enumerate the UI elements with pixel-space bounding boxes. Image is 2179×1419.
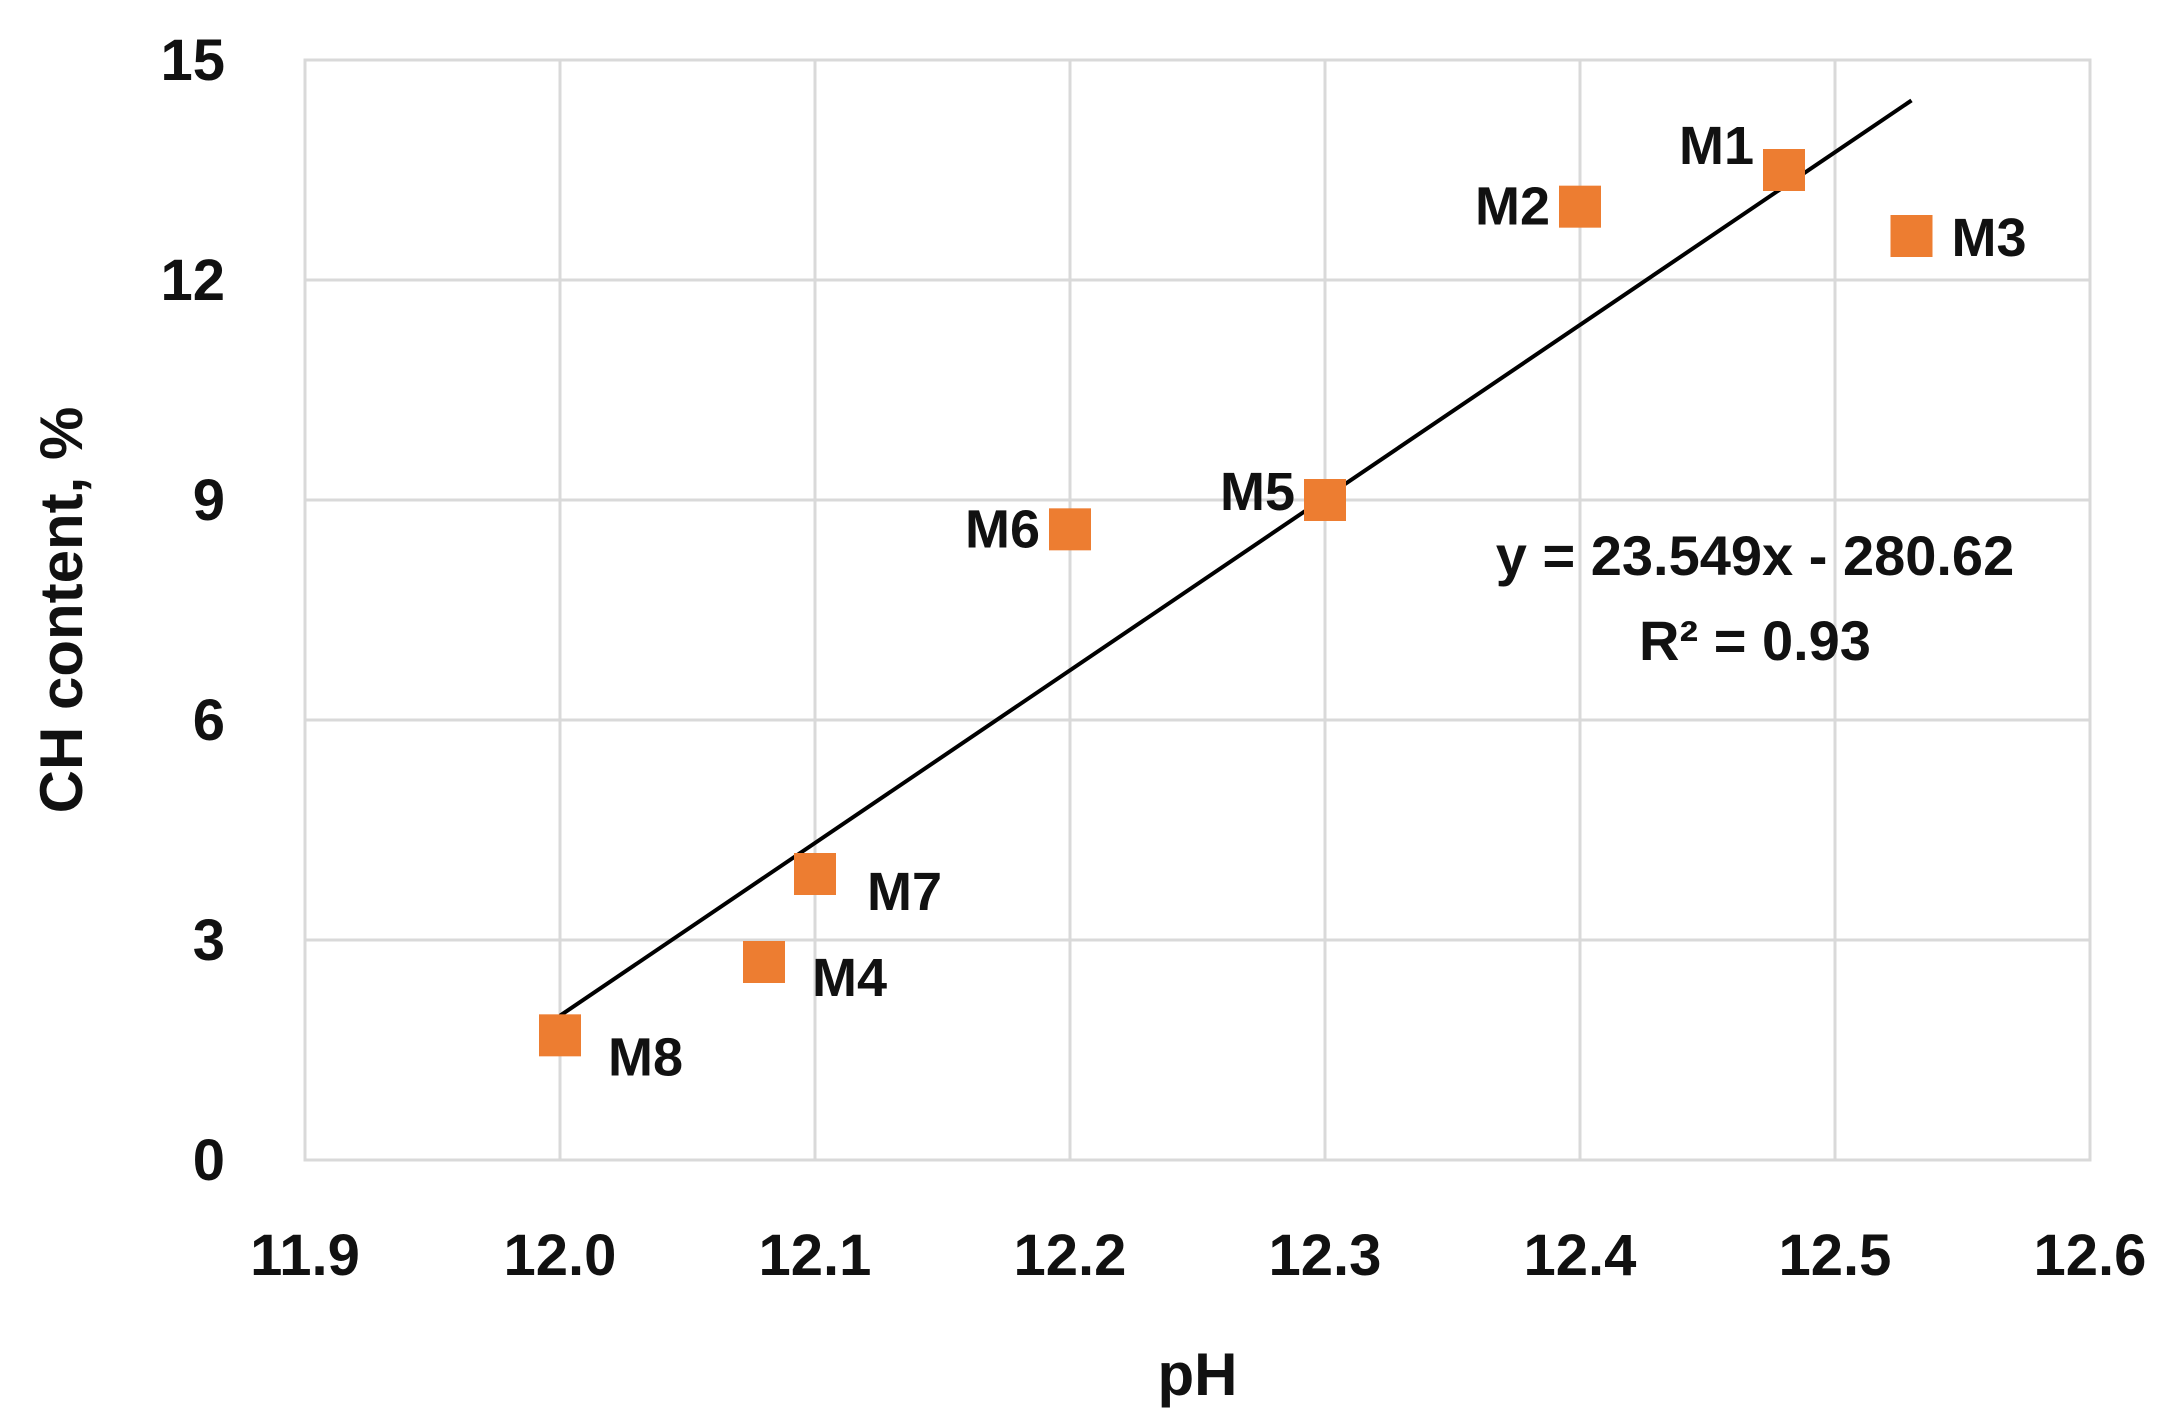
x-tick-label: 11.9 — [250, 1223, 360, 1288]
x-tick-label: 12.3 — [1269, 1223, 1382, 1288]
y-tick-label: 15 — [160, 28, 225, 93]
point-labels: M1 M2 M3 M4 M5 M6 M7 M8 — [608, 116, 2027, 1087]
x-axis-title: pH — [1158, 1341, 1238, 1408]
y-tick-label: 12 — [160, 248, 225, 313]
y-tick-label: 6 — [193, 688, 225, 753]
plot-frame — [303, 58, 2092, 1162]
point-label-m6: M6 — [965, 499, 1040, 559]
point-label-m5: M5 — [1220, 462, 1295, 522]
data-point-m6 — [1049, 508, 1091, 551]
y-axis-title: CH content, % — [28, 407, 95, 814]
data-point-m1 — [1763, 149, 1805, 191]
r-squared-label: R² = 0.93 — [1639, 609, 1871, 672]
x-axis-tick-labels: 11.9 12.0 12.1 12.2 12.3 12.4 12.5 12.6 — [250, 1223, 2146, 1288]
y-tick-label: 3 — [193, 908, 225, 973]
y-axis-tick-labels: 0 3 6 9 12 15 — [160, 28, 225, 1193]
data-point-m7 — [794, 853, 836, 895]
data-point-m3 — [1890, 215, 1933, 257]
data-point-m8 — [539, 1014, 581, 1057]
point-label-m7: M7 — [867, 862, 942, 922]
trendline-equation: y = 23.549x - 280.62 — [1496, 524, 2014, 587]
x-tick-label: 12.4 — [1524, 1223, 1637, 1288]
data-points — [539, 149, 1933, 1057]
data-point-m4 — [743, 941, 785, 983]
data-point-m5 — [1304, 479, 1346, 521]
x-tick-label: 12.6 — [2034, 1223, 2147, 1288]
data-point-m2 — [1559, 185, 1601, 228]
x-tick-label: 12.0 — [504, 1223, 617, 1288]
x-tick-label: 12.2 — [1014, 1223, 1127, 1288]
y-tick-label: 9 — [193, 468, 225, 533]
trendline — [558, 98, 1913, 1018]
x-tick-label: 12.5 — [1779, 1223, 1892, 1288]
point-label-m8: M8 — [608, 1027, 683, 1087]
y-tick-label: 0 — [193, 1128, 225, 1193]
point-label-m4: M4 — [812, 948, 887, 1008]
x-tick-label: 12.1 — [759, 1223, 872, 1288]
point-label-m2: M2 — [1475, 177, 1550, 237]
point-label-m3: M3 — [1952, 208, 2027, 268]
point-label-m1: M1 — [1679, 116, 1754, 176]
